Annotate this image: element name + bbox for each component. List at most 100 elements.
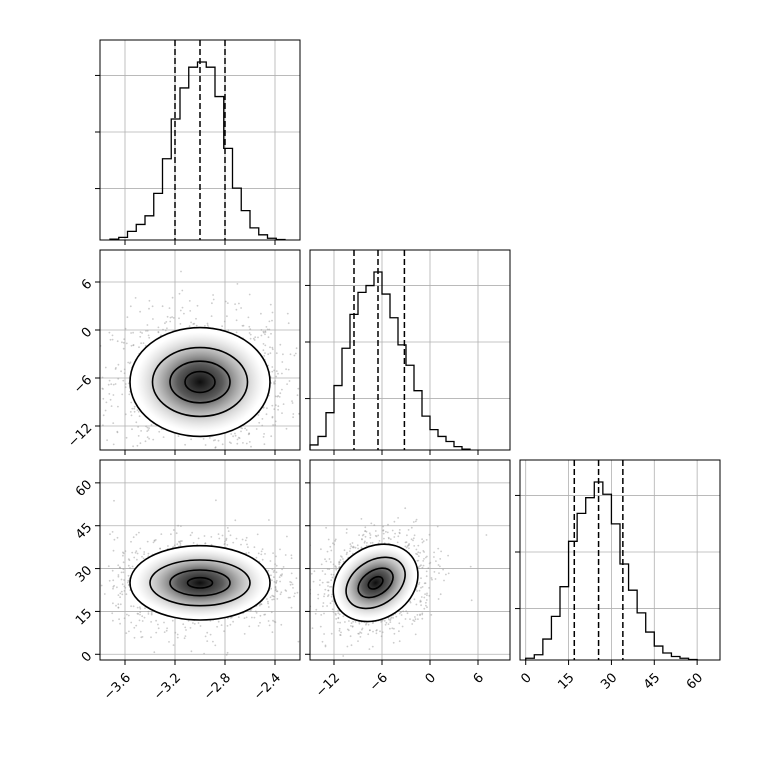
scatter-point <box>273 369 275 372</box>
scatter-point <box>419 551 421 554</box>
scatter-point <box>111 531 114 533</box>
scatter-point <box>421 566 424 569</box>
scatter-point <box>398 630 400 633</box>
scatter-point <box>95 589 97 591</box>
scatter-point <box>127 558 130 560</box>
scatter-point <box>191 477 193 479</box>
scatter-point <box>190 438 193 441</box>
scatter-point <box>131 428 133 431</box>
scatter-point <box>101 387 104 390</box>
y-tick-label: 0 <box>79 325 95 341</box>
scatter-point <box>203 535 206 537</box>
scatter-point <box>173 544 176 547</box>
scatter-point <box>232 541 235 544</box>
x-tick-label: −3.2 <box>151 670 184 703</box>
scatter-point <box>349 635 352 638</box>
scatter-point <box>152 438 155 441</box>
scatter-point <box>322 605 324 608</box>
scatter-point <box>367 633 370 636</box>
scatter-point <box>109 338 112 341</box>
scatter-point <box>131 565 134 568</box>
scatter-point <box>424 593 426 595</box>
scatter-point <box>148 299 151 302</box>
scatter-point <box>183 637 186 640</box>
scatter-point <box>361 538 363 541</box>
scatter-point <box>136 409 139 411</box>
scatter-point <box>410 538 413 541</box>
scatter-point <box>329 561 332 563</box>
scatter-point <box>330 579 333 582</box>
scatter-point <box>124 586 127 589</box>
scatter-point <box>274 420 277 423</box>
scatter-point <box>133 636 136 639</box>
scatter-point <box>141 332 144 334</box>
scatter-point <box>109 398 112 401</box>
scatter-point <box>108 379 111 382</box>
scatter-point <box>354 546 357 549</box>
scatter-point <box>372 630 374 633</box>
contour-level <box>149 559 251 607</box>
scatter-point <box>124 413 127 416</box>
scatter-point <box>293 595 295 598</box>
x-tick-label: −2.4 <box>251 670 284 703</box>
scatter-point <box>430 577 433 579</box>
scatter-point <box>272 595 275 597</box>
scatter-point <box>263 355 266 357</box>
scatter-point <box>287 322 290 325</box>
scatter-point <box>350 644 353 647</box>
scatter-point <box>130 332 133 334</box>
scatter-point <box>234 434 237 437</box>
scatter-point <box>264 331 267 333</box>
scatter-point <box>163 631 166 633</box>
scatter-point <box>144 480 146 482</box>
scatter-point <box>275 555 277 558</box>
scatter-point <box>255 428 258 430</box>
scatter-point <box>400 614 403 616</box>
scatter-point <box>238 451 240 453</box>
scatter-point <box>211 302 213 305</box>
scatter-point <box>208 437 211 439</box>
scatter-point <box>103 593 106 595</box>
scatter-point <box>127 451 129 453</box>
scatter-point <box>182 623 185 626</box>
scatter-point <box>160 533 163 535</box>
scatter-point <box>227 329 230 332</box>
scatter-point <box>130 414 133 417</box>
scatter-point <box>120 590 123 593</box>
scatter-point <box>145 330 147 332</box>
scatter-point <box>439 565 441 568</box>
scatter-point <box>317 406 319 408</box>
scatter-point <box>168 641 170 643</box>
scatter-point <box>413 534 416 537</box>
scatter-point <box>162 328 164 331</box>
scatter-point <box>146 540 149 543</box>
scatter-point <box>192 622 194 624</box>
scatter-point <box>290 554 293 557</box>
scatter-point <box>273 569 276 572</box>
scatter-point <box>392 617 394 619</box>
scatter-point <box>94 586 96 588</box>
scatter-point <box>167 545 169 547</box>
scatter-point <box>267 606 270 608</box>
scatter-point <box>406 612 409 615</box>
scatter-point <box>433 571 436 573</box>
scatter-point <box>139 310 142 313</box>
x-tick-label: −2.8 <box>201 670 234 703</box>
scatter-point <box>139 442 142 445</box>
scatter-point <box>141 555 143 558</box>
scatter-point <box>385 530 387 533</box>
scatter-point <box>431 578 433 581</box>
scatter-point <box>247 465 249 467</box>
scatter-point <box>226 544 229 546</box>
scatter-point <box>225 537 228 540</box>
scatter-point <box>378 540 381 542</box>
scatter-point <box>55 617 57 619</box>
scatter-point <box>420 604 422 607</box>
scatter-point <box>338 629 341 632</box>
scatter-point <box>100 584 103 587</box>
scatter-point <box>322 602 325 604</box>
scatter-point <box>236 442 239 445</box>
scatter-point <box>303 378 305 380</box>
scatter-point <box>271 311 274 314</box>
scatter-point <box>125 593 128 596</box>
